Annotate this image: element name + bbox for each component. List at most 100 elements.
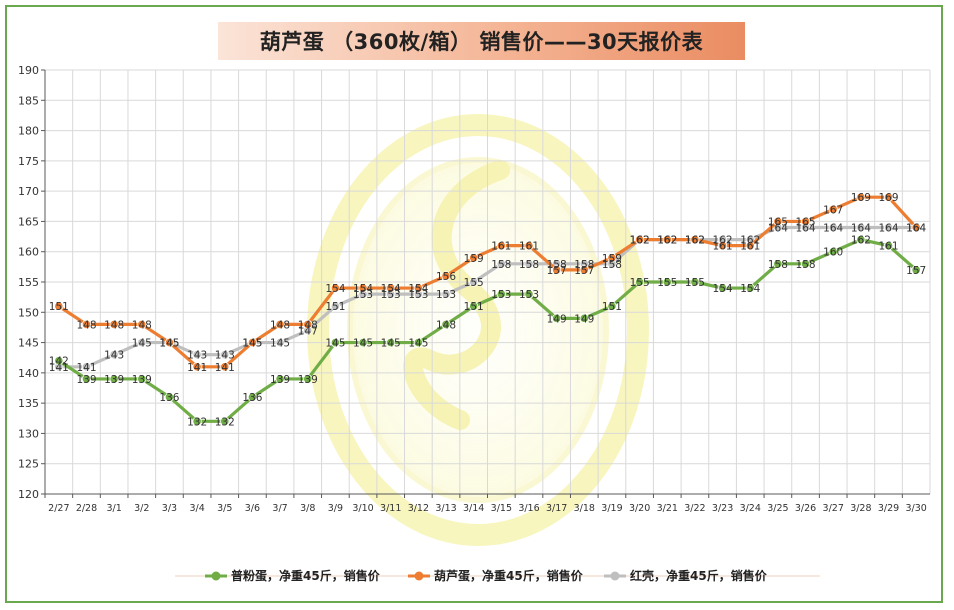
- data-label: 165: [768, 216, 788, 228]
- data-label: 155: [464, 277, 484, 289]
- data-point: [275, 337, 285, 348]
- y-tick-label: 130: [18, 427, 39, 440]
- data-point: [81, 374, 92, 384]
- y-tick-label: 160: [18, 246, 39, 259]
- data-label: 139: [104, 374, 124, 386]
- data-point: [109, 374, 119, 384]
- data-label: 162: [713, 235, 733, 247]
- legend-swatch-marker: [610, 571, 620, 581]
- data-label: 158: [547, 259, 567, 271]
- x-tick-label: 3/26: [795, 503, 816, 514]
- data-point: [220, 362, 230, 372]
- data-label: 155: [685, 277, 705, 289]
- x-tick-label: 3/25: [767, 503, 788, 514]
- data-label: 145: [325, 338, 345, 350]
- x-tick-label: 3/19: [601, 503, 622, 514]
- x-tick-label: 3/24: [740, 503, 761, 514]
- data-label: 141: [187, 362, 207, 374]
- data-label-layer: 142 139 139 139 136 132 132 136 139 139 145 145 145 1…: [49, 192, 927, 428]
- series-layer: [54, 192, 921, 426]
- x-tick-label: 3/28: [850, 503, 871, 514]
- data-label: 164: [796, 222, 816, 234]
- data-point: [330, 301, 340, 311]
- data-point: [192, 362, 202, 372]
- x-tick-label: 3/7: [272, 503, 287, 514]
- data-label: 162: [630, 235, 650, 247]
- data-point: [137, 337, 147, 348]
- data-label: 157: [574, 265, 594, 277]
- y-tick-label: 140: [18, 367, 39, 380]
- x-tick-label: 2/28: [76, 503, 97, 514]
- data-label: 154: [325, 283, 345, 295]
- x-tick-label: 3/20: [629, 503, 650, 514]
- data-label: 157: [547, 265, 567, 277]
- data-label: 154: [713, 283, 733, 295]
- data-label: 149: [547, 313, 567, 325]
- legend-swatch-marker: [211, 571, 221, 581]
- data-point: [247, 337, 258, 348]
- data-point: [441, 289, 451, 299]
- data-label: 153: [408, 289, 428, 301]
- data-label: 145: [242, 338, 262, 350]
- data-label: 153: [381, 289, 401, 301]
- data-label: 160: [823, 247, 843, 259]
- data-label: 169: [878, 192, 898, 204]
- series-line-0: [57, 238, 918, 423]
- data-label: 162: [740, 235, 760, 247]
- data-label: 148: [270, 319, 290, 331]
- data-point: [192, 350, 202, 360]
- data-label: 164: [906, 222, 926, 234]
- data-point: [856, 222, 866, 233]
- data-label: 145: [408, 338, 428, 350]
- data-point: [54, 356, 64, 366]
- data-label: 141: [215, 362, 235, 374]
- data-label: 154: [381, 283, 401, 295]
- data-point: [81, 362, 92, 372]
- x-tick-label: 3/27: [823, 503, 844, 514]
- data-point: [856, 192, 866, 202]
- data-point: [800, 216, 811, 227]
- data-point: [109, 350, 119, 360]
- data-point: [911, 265, 921, 275]
- data-label: 151: [49, 301, 69, 313]
- data-label: 159: [602, 253, 622, 265]
- y-tick-label: 190: [18, 64, 39, 77]
- x-tick-label: 3/17: [546, 503, 567, 514]
- data-point: [192, 416, 202, 426]
- data-label: 156: [436, 271, 456, 283]
- data-label: 153: [436, 289, 456, 301]
- data-point: [109, 319, 119, 329]
- data-point: [690, 277, 700, 287]
- data-point: [275, 319, 285, 329]
- data-label: 143: [187, 350, 207, 362]
- data-point: [220, 416, 230, 426]
- data-label: 164: [823, 222, 843, 234]
- data-point: [828, 222, 838, 233]
- data-label: 154: [740, 283, 760, 295]
- data-point: [358, 337, 368, 348]
- data-label: 132: [187, 416, 207, 428]
- data-label: 142: [49, 356, 69, 368]
- data-point: [275, 374, 285, 384]
- x-tick-label: 3/16: [518, 503, 539, 514]
- data-label: 161: [519, 241, 539, 253]
- data-point: [856, 235, 866, 245]
- data-point: [635, 235, 645, 245]
- data-label: 151: [325, 301, 345, 313]
- data-label: 143: [104, 350, 124, 362]
- series-line-2: [58, 225, 917, 369]
- data-label: 165: [796, 216, 816, 228]
- data-label: 162: [685, 235, 705, 247]
- y-tick-label: 180: [18, 125, 39, 138]
- data-label: 155: [657, 277, 677, 289]
- data-label: 158: [491, 259, 511, 271]
- data-label: 151: [602, 301, 622, 313]
- data-point: [773, 216, 783, 227]
- axis-layer: 120 125 130 135 140 145 150 155 160 165 170 175 180 1…: [18, 64, 930, 514]
- x-tick-label: 3/10: [352, 503, 373, 514]
- y-tick-label: 170: [18, 185, 39, 198]
- x-tick-label: 3/2: [134, 503, 149, 514]
- data-label: 136: [242, 392, 262, 404]
- data-label: 164: [768, 222, 788, 234]
- data-point: [496, 259, 506, 269]
